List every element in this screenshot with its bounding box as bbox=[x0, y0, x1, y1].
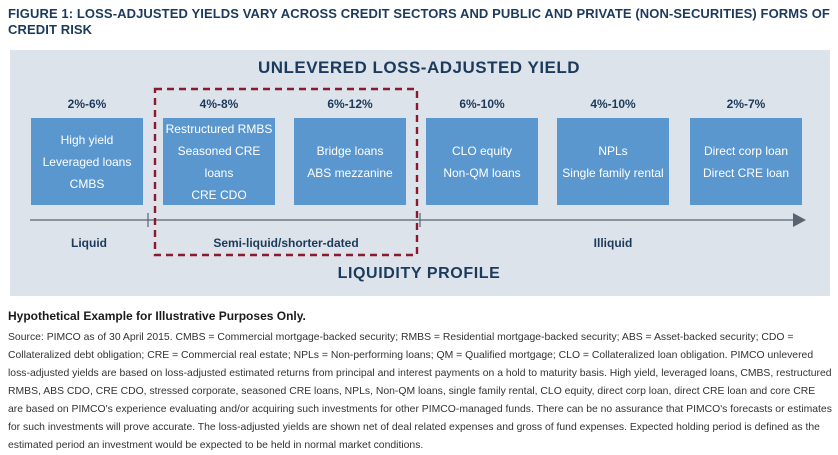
sector-label: Direct corp loan bbox=[703, 143, 789, 158]
diagram-title: UNLEVERED LOSS-ADJUSTED YIELD bbox=[257, 58, 581, 77]
yield-range-2: 4%-8% bbox=[199, 97, 239, 111]
sector-box-2: Restructured RMBS Seasoned CRE loans CRE… bbox=[163, 118, 275, 205]
sector-box-3: Bridge loans ABS mezzanine bbox=[294, 118, 406, 205]
yield-range-6: 2%-7% bbox=[726, 97, 766, 111]
sector-box-1: High yield Leveraged loans CMBS bbox=[31, 118, 143, 205]
sector-label: CRE CDO bbox=[191, 187, 247, 202]
liquidity-profile-title: LIQUIDITY PROFILE bbox=[337, 265, 501, 282]
sector-box-6: Direct corp loan Direct CRE loan bbox=[690, 118, 802, 205]
sector-label: NPLs bbox=[598, 143, 628, 158]
yield-range-5: 4%-10% bbox=[590, 97, 636, 111]
sector-box-4: CLO equity Non-QM loans bbox=[426, 118, 538, 205]
source-footnote: Source: PIMCO as of 30 April 2015. CMBS … bbox=[8, 332, 832, 451]
sector-label: Bridge loans bbox=[316, 143, 384, 158]
sector-label: CLO equity bbox=[451, 143, 513, 158]
sector-label: High yield bbox=[60, 132, 114, 147]
sector-box-5: NPLs Single family rental bbox=[557, 118, 669, 205]
yield-range-1: 2%-6% bbox=[67, 97, 107, 111]
figure-title: FIGURE 1: LOSS-ADJUSTED YIELDS VARY ACRO… bbox=[8, 6, 830, 37]
arrow-head-icon bbox=[793, 213, 806, 227]
yield-range-4: 6%-10% bbox=[459, 97, 505, 111]
sector-label: Non-QM loans bbox=[443, 165, 521, 180]
category-illiquid: Illiquid bbox=[593, 236, 633, 250]
illustrative-note: Hypothetical Example for Illustrative Pu… bbox=[8, 309, 306, 323]
category-liquid: Liquid bbox=[71, 236, 107, 250]
sector-label: Restructured RMBS bbox=[165, 121, 273, 136]
category-semi-liquid: Semi-liquid/shorter-dated bbox=[213, 236, 359, 250]
sector-label: Direct CRE loan bbox=[702, 165, 790, 180]
sector-label: Seasoned CRE loans bbox=[177, 143, 261, 180]
semi-liquid-highlight-frame bbox=[153, 87, 419, 257]
yield-range-3: 6%-12% bbox=[327, 97, 373, 111]
diagram-graphics bbox=[30, 87, 806, 257]
sector-label: ABS mezzanine bbox=[307, 165, 393, 180]
sector-label: CMBS bbox=[69, 176, 105, 191]
sector-label: Leveraged loans bbox=[42, 154, 132, 169]
sector-label: Single family rental bbox=[562, 165, 664, 180]
